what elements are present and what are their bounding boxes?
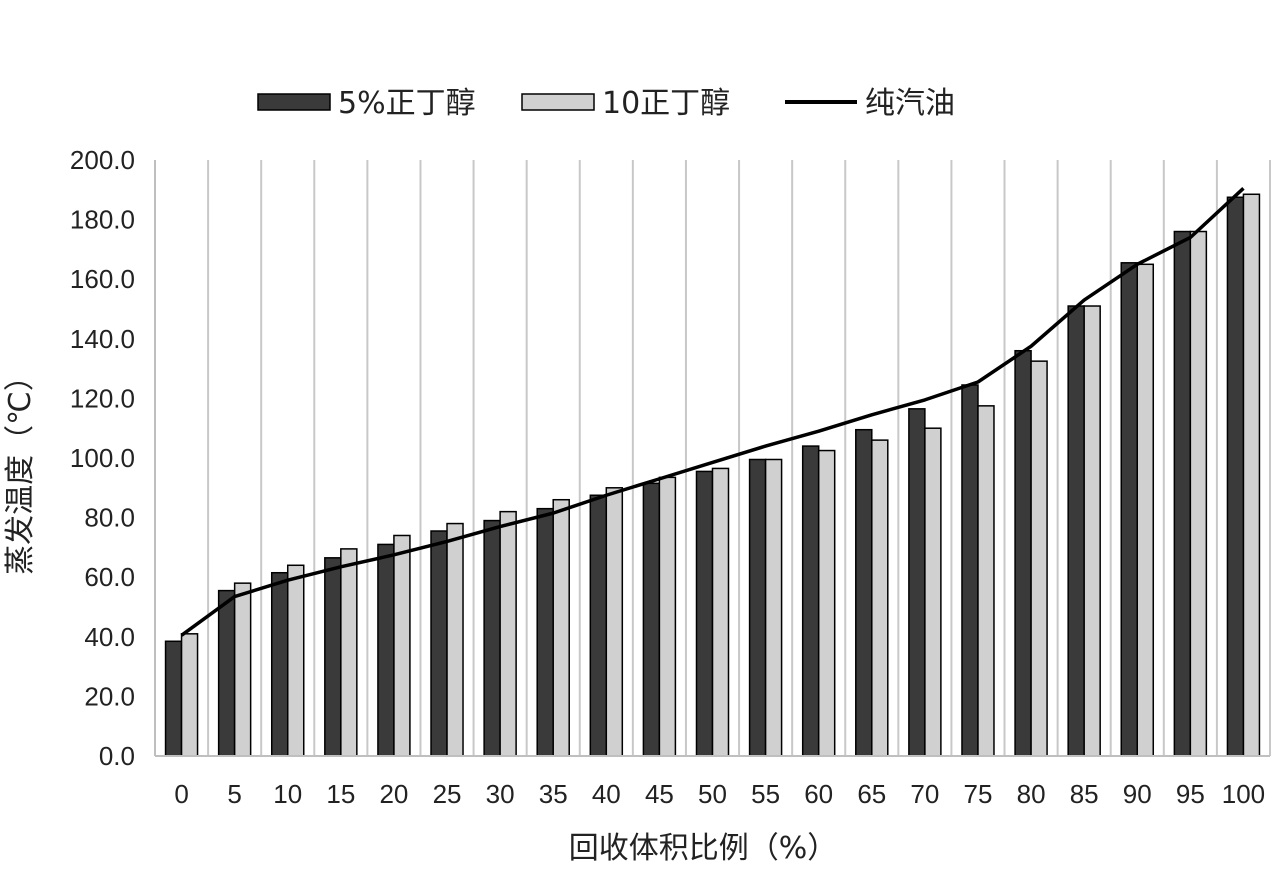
bar [393,534,411,757]
axes [154,160,1270,757]
bar [801,445,820,757]
x-tick-label: 50 [698,779,727,809]
bar [1014,349,1032,757]
bar [658,476,677,757]
x-tick-label: 20 [379,779,408,809]
bar [642,482,661,757]
bar [855,428,873,757]
legend: 5%正丁醇 10正丁醇 纯汽油 [257,86,955,121]
x-tick-label: 15 [326,779,355,809]
x-tick-label: 65 [857,779,886,809]
x-tick-label: 5 [227,779,241,809]
bar [977,405,995,757]
y-tick-label: 200.0 [70,145,135,175]
bar [1030,360,1048,757]
legend-label: 5%正丁醇 [338,86,476,121]
y-tick-label: 0.0 [99,741,135,771]
bar [217,589,236,757]
y-tick-label: 40.0 [84,622,135,652]
bar [1120,262,1139,757]
bar [1242,193,1261,757]
y-tick-label: 160.0 [70,264,135,294]
y-tick-label: 180.0 [70,205,135,235]
x-tick-labels: 0 5 10 15 20 25 30 35 40 45 50 55 60 65 70 75 80 85 90 95 10… [174,779,1265,809]
y-tick-label: 100.0 [70,443,135,473]
legend-label: 10正丁醇 [602,86,730,121]
x-tick-label: 90 [1123,779,1152,809]
x-tick-label: 45 [645,779,674,809]
x-tick-label: 30 [486,779,515,809]
x-tick-label: 85 [1070,779,1099,809]
bar [711,467,730,757]
bar [430,530,448,757]
bar [1226,196,1245,757]
x-tick-label: 70 [910,779,939,809]
y-tick-label: 120.0 [70,383,135,413]
x-tick-label: 35 [539,779,568,809]
x-tick-label: 95 [1176,779,1205,809]
bar [286,564,305,757]
bar [324,557,342,757]
bar [499,510,517,757]
legend-swatch [257,93,331,111]
bar [536,507,554,757]
x-tick-label: 10 [273,779,302,809]
bar [180,633,199,757]
y-tick-labels: 0.0 20.0 40.0 60.0 80.0 100.0 120.0 140.0 160.0 1… [70,145,135,771]
bar [695,470,714,757]
bar [748,458,767,757]
x-tick-label: 55 [751,779,780,809]
bar [1189,230,1208,757]
x-tick-label: 60 [804,779,833,809]
bar [270,571,289,757]
bar [1067,305,1085,757]
bar [377,543,395,757]
bars [164,193,1261,757]
bar [1136,263,1155,757]
line-series-path [180,187,1245,637]
bar [340,548,358,757]
bar [1083,305,1101,757]
bar [164,640,183,757]
line-series [180,187,1245,637]
bar [589,494,608,757]
bar [764,458,783,757]
bar [233,582,252,757]
x-tick-label: 0 [174,779,188,809]
bar [1173,230,1192,757]
legend-swatch [521,93,595,111]
y-tick-label: 60.0 [84,562,135,592]
x-tick-label: 75 [964,779,993,809]
y-axis-title: 蒸发温度（℃） [3,361,38,575]
bar [908,408,926,757]
bar [605,487,624,757]
bar [924,427,942,757]
bar [871,439,889,757]
x-tick-label: 25 [433,779,462,809]
bar [483,519,501,757]
y-tick-label: 20.0 [84,681,135,711]
legend-label: 纯汽油 [865,86,955,121]
bar [552,498,570,757]
x-axis-title: 回收体积比例（%） [569,831,838,866]
x-tick-label: 40 [592,779,621,809]
bar [817,449,836,757]
grid-lines [207,160,1271,756]
y-tick-label: 140.0 [70,324,135,354]
x-tick-label: 100 [1222,779,1265,809]
x-tick-label: 80 [1017,779,1046,809]
bar [961,384,979,757]
bar [446,522,464,757]
y-tick-label: 80.0 [84,503,135,533]
